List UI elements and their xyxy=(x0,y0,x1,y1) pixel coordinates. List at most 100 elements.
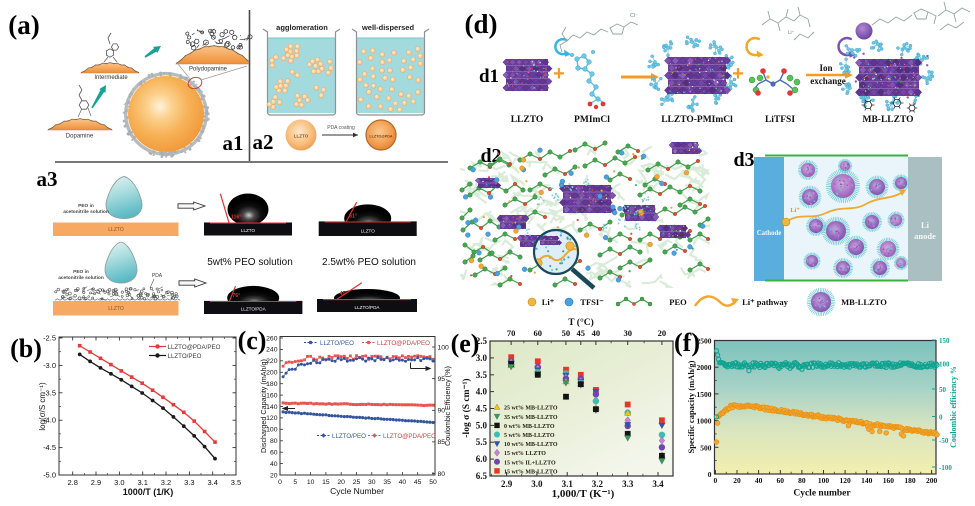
svg-text:3.2: 3.2 xyxy=(592,479,604,489)
svg-text:15 wt% LLZTO: 15 wt% LLZTO xyxy=(504,451,546,457)
svg-text:76°: 76° xyxy=(232,293,240,299)
svg-text:3.3: 3.3 xyxy=(184,478,194,487)
svg-text:1500: 1500 xyxy=(697,390,712,399)
svg-text:PMImCl: PMImCl xyxy=(574,115,610,125)
svg-text:LLZTO: LLZTO xyxy=(241,228,256,233)
svg-text:LLZTO@PDA/PEO: LLZTO@PDA/PEO xyxy=(383,433,436,440)
svg-text:LLZTO@PDA: LLZTO@PDA xyxy=(369,135,393,139)
svg-text:Discharged Capacity (mAh/g): Discharged Capacity (mAh/g) xyxy=(259,359,268,453)
svg-text:-log σ (S cm⁻¹): -log σ (S cm⁻¹) xyxy=(461,378,472,437)
svg-text:Cycle Number: Cycle Number xyxy=(330,486,384,496)
svg-text:60: 60 xyxy=(534,328,543,338)
svg-text:LLZTO: LLZTO xyxy=(361,228,376,233)
svg-text:Polydopamine: Polydopamine xyxy=(189,67,228,73)
svg-text:15: 15 xyxy=(322,479,330,486)
svg-text:Li⁺ pathway: Li⁺ pathway xyxy=(742,297,789,307)
svg-text:100: 100 xyxy=(818,476,830,485)
svg-text:3.1: 3.1 xyxy=(137,478,147,487)
svg-text:0: 0 xyxy=(714,476,718,485)
svg-text:4.0: 4.0 xyxy=(476,387,488,397)
svg-text:60: 60 xyxy=(270,450,278,457)
svg-text:20: 20 xyxy=(733,476,741,485)
svg-text:d3: d3 xyxy=(733,149,754,171)
svg-text:180: 180 xyxy=(266,381,278,388)
svg-text:LLZTO/PDA: LLZTO/PDA xyxy=(355,305,381,310)
svg-text:200: 200 xyxy=(926,476,938,485)
svg-text:40: 40 xyxy=(755,476,763,485)
svg-text:a3: a3 xyxy=(37,167,58,191)
svg-text:200: 200 xyxy=(266,370,278,377)
svg-text:-3.5: -3.5 xyxy=(43,388,56,397)
svg-text:20: 20 xyxy=(337,479,345,486)
svg-text:10: 10 xyxy=(307,479,315,486)
svg-text:PDA coating: PDA coating xyxy=(327,125,355,131)
svg-text:Li⁺: Li⁺ xyxy=(542,297,555,307)
svg-text:Coulombic Efficiency (%): Coulombic Efficiency (%) xyxy=(443,366,452,446)
svg-text:120: 120 xyxy=(839,476,851,485)
svg-text:5.0: 5.0 xyxy=(476,420,488,430)
svg-text:40: 40 xyxy=(592,328,601,338)
svg-text:Li⁺: Li⁺ xyxy=(788,30,795,36)
svg-text:anode: anode xyxy=(914,231,936,241)
svg-text:35: 35 xyxy=(383,479,391,486)
svg-text:2.9: 2.9 xyxy=(501,479,513,489)
svg-text:3.5: 3.5 xyxy=(231,478,241,487)
svg-text:140: 140 xyxy=(266,404,278,411)
svg-text:50: 50 xyxy=(562,328,571,338)
svg-text:Coulombic efficiency %: Coulombic efficiency % xyxy=(949,366,958,448)
svg-text:TFSI⁻: TFSI⁻ xyxy=(580,297,604,307)
svg-text:150: 150 xyxy=(939,337,950,345)
svg-text:agglomeration: agglomeration xyxy=(276,23,328,32)
svg-text:LLZTO/PEO: LLZTO/PEO xyxy=(332,433,366,440)
svg-text:2000: 2000 xyxy=(697,363,712,372)
svg-text:6.0: 6.0 xyxy=(476,454,488,464)
svg-text:LLZTO: LLZTO xyxy=(108,306,124,312)
svg-text:(c): (c) xyxy=(238,326,267,355)
svg-text:-3.0: -3.0 xyxy=(43,361,56,370)
svg-text:Ion: Ion xyxy=(819,63,832,73)
svg-text:40: 40 xyxy=(399,479,407,486)
svg-text:Dopamine: Dopamine xyxy=(66,134,94,140)
svg-text:80: 80 xyxy=(438,471,446,478)
svg-text:3.4: 3.4 xyxy=(652,479,664,489)
svg-text:180: 180 xyxy=(904,476,916,485)
svg-text:LiTFSI: LiTFSI xyxy=(765,115,795,125)
svg-text:2.5wt% PEO solution: 2.5wt% PEO solution xyxy=(322,257,416,268)
svg-text:260: 260 xyxy=(266,335,278,342)
svg-text:3.0: 3.0 xyxy=(476,353,488,363)
svg-text:20: 20 xyxy=(658,328,667,338)
svg-text:85: 85 xyxy=(438,439,446,446)
svg-text:T (°C): T (°C) xyxy=(568,317,594,328)
svg-text:100: 100 xyxy=(939,360,950,368)
svg-text:(b): (b) xyxy=(10,334,42,363)
svg-text:3.0: 3.0 xyxy=(531,479,543,489)
svg-text:Cathode: Cathode xyxy=(757,230,782,237)
svg-text:2.9: 2.9 xyxy=(91,478,101,487)
svg-text:Cycle number: Cycle number xyxy=(793,489,851,499)
svg-text:well-dispersed: well-dispersed xyxy=(361,23,415,32)
svg-text:0: 0 xyxy=(278,479,282,486)
svg-text:exchange: exchange xyxy=(810,76,846,86)
svg-text:acetonitrile solution: acetonitrile solution xyxy=(58,275,104,281)
svg-text:LLZTO@PDA/PEO: LLZTO@PDA/PEO xyxy=(377,340,430,347)
svg-text:60: 60 xyxy=(777,476,785,485)
svg-text:LLZTO-PMImCl: LLZTO-PMImCl xyxy=(661,115,733,125)
svg-text:Intermediate: Intermediate xyxy=(94,75,128,81)
svg-text:MB-LLZTO: MB-LLZTO xyxy=(841,297,887,307)
svg-text:45°: 45° xyxy=(340,291,348,297)
svg-text:35 wt% MB-LLZTO: 35 wt% MB-LLZTO xyxy=(504,415,558,421)
svg-text:-2.5: -2.5 xyxy=(43,334,56,343)
svg-text:LLZTO/PEO: LLZTO/PEO xyxy=(168,353,202,360)
svg-text:LLZTO: LLZTO xyxy=(511,115,544,125)
svg-text:+: + xyxy=(553,63,565,85)
svg-text:25: 25 xyxy=(353,479,361,486)
svg-text:45: 45 xyxy=(414,479,422,486)
svg-text:30: 30 xyxy=(368,479,376,486)
svg-text:d1: d1 xyxy=(479,66,499,87)
svg-text:0 wt% MB-LLZTO: 0 wt% MB-LLZTO xyxy=(504,424,555,430)
svg-text:5wt% PEO solution: 5wt% PEO solution xyxy=(207,257,293,268)
svg-text:45: 45 xyxy=(577,328,586,338)
svg-text:30: 30 xyxy=(623,328,632,338)
svg-text:MB-LLZTO: MB-LLZTO xyxy=(862,115,913,125)
svg-text:160: 160 xyxy=(266,392,278,399)
